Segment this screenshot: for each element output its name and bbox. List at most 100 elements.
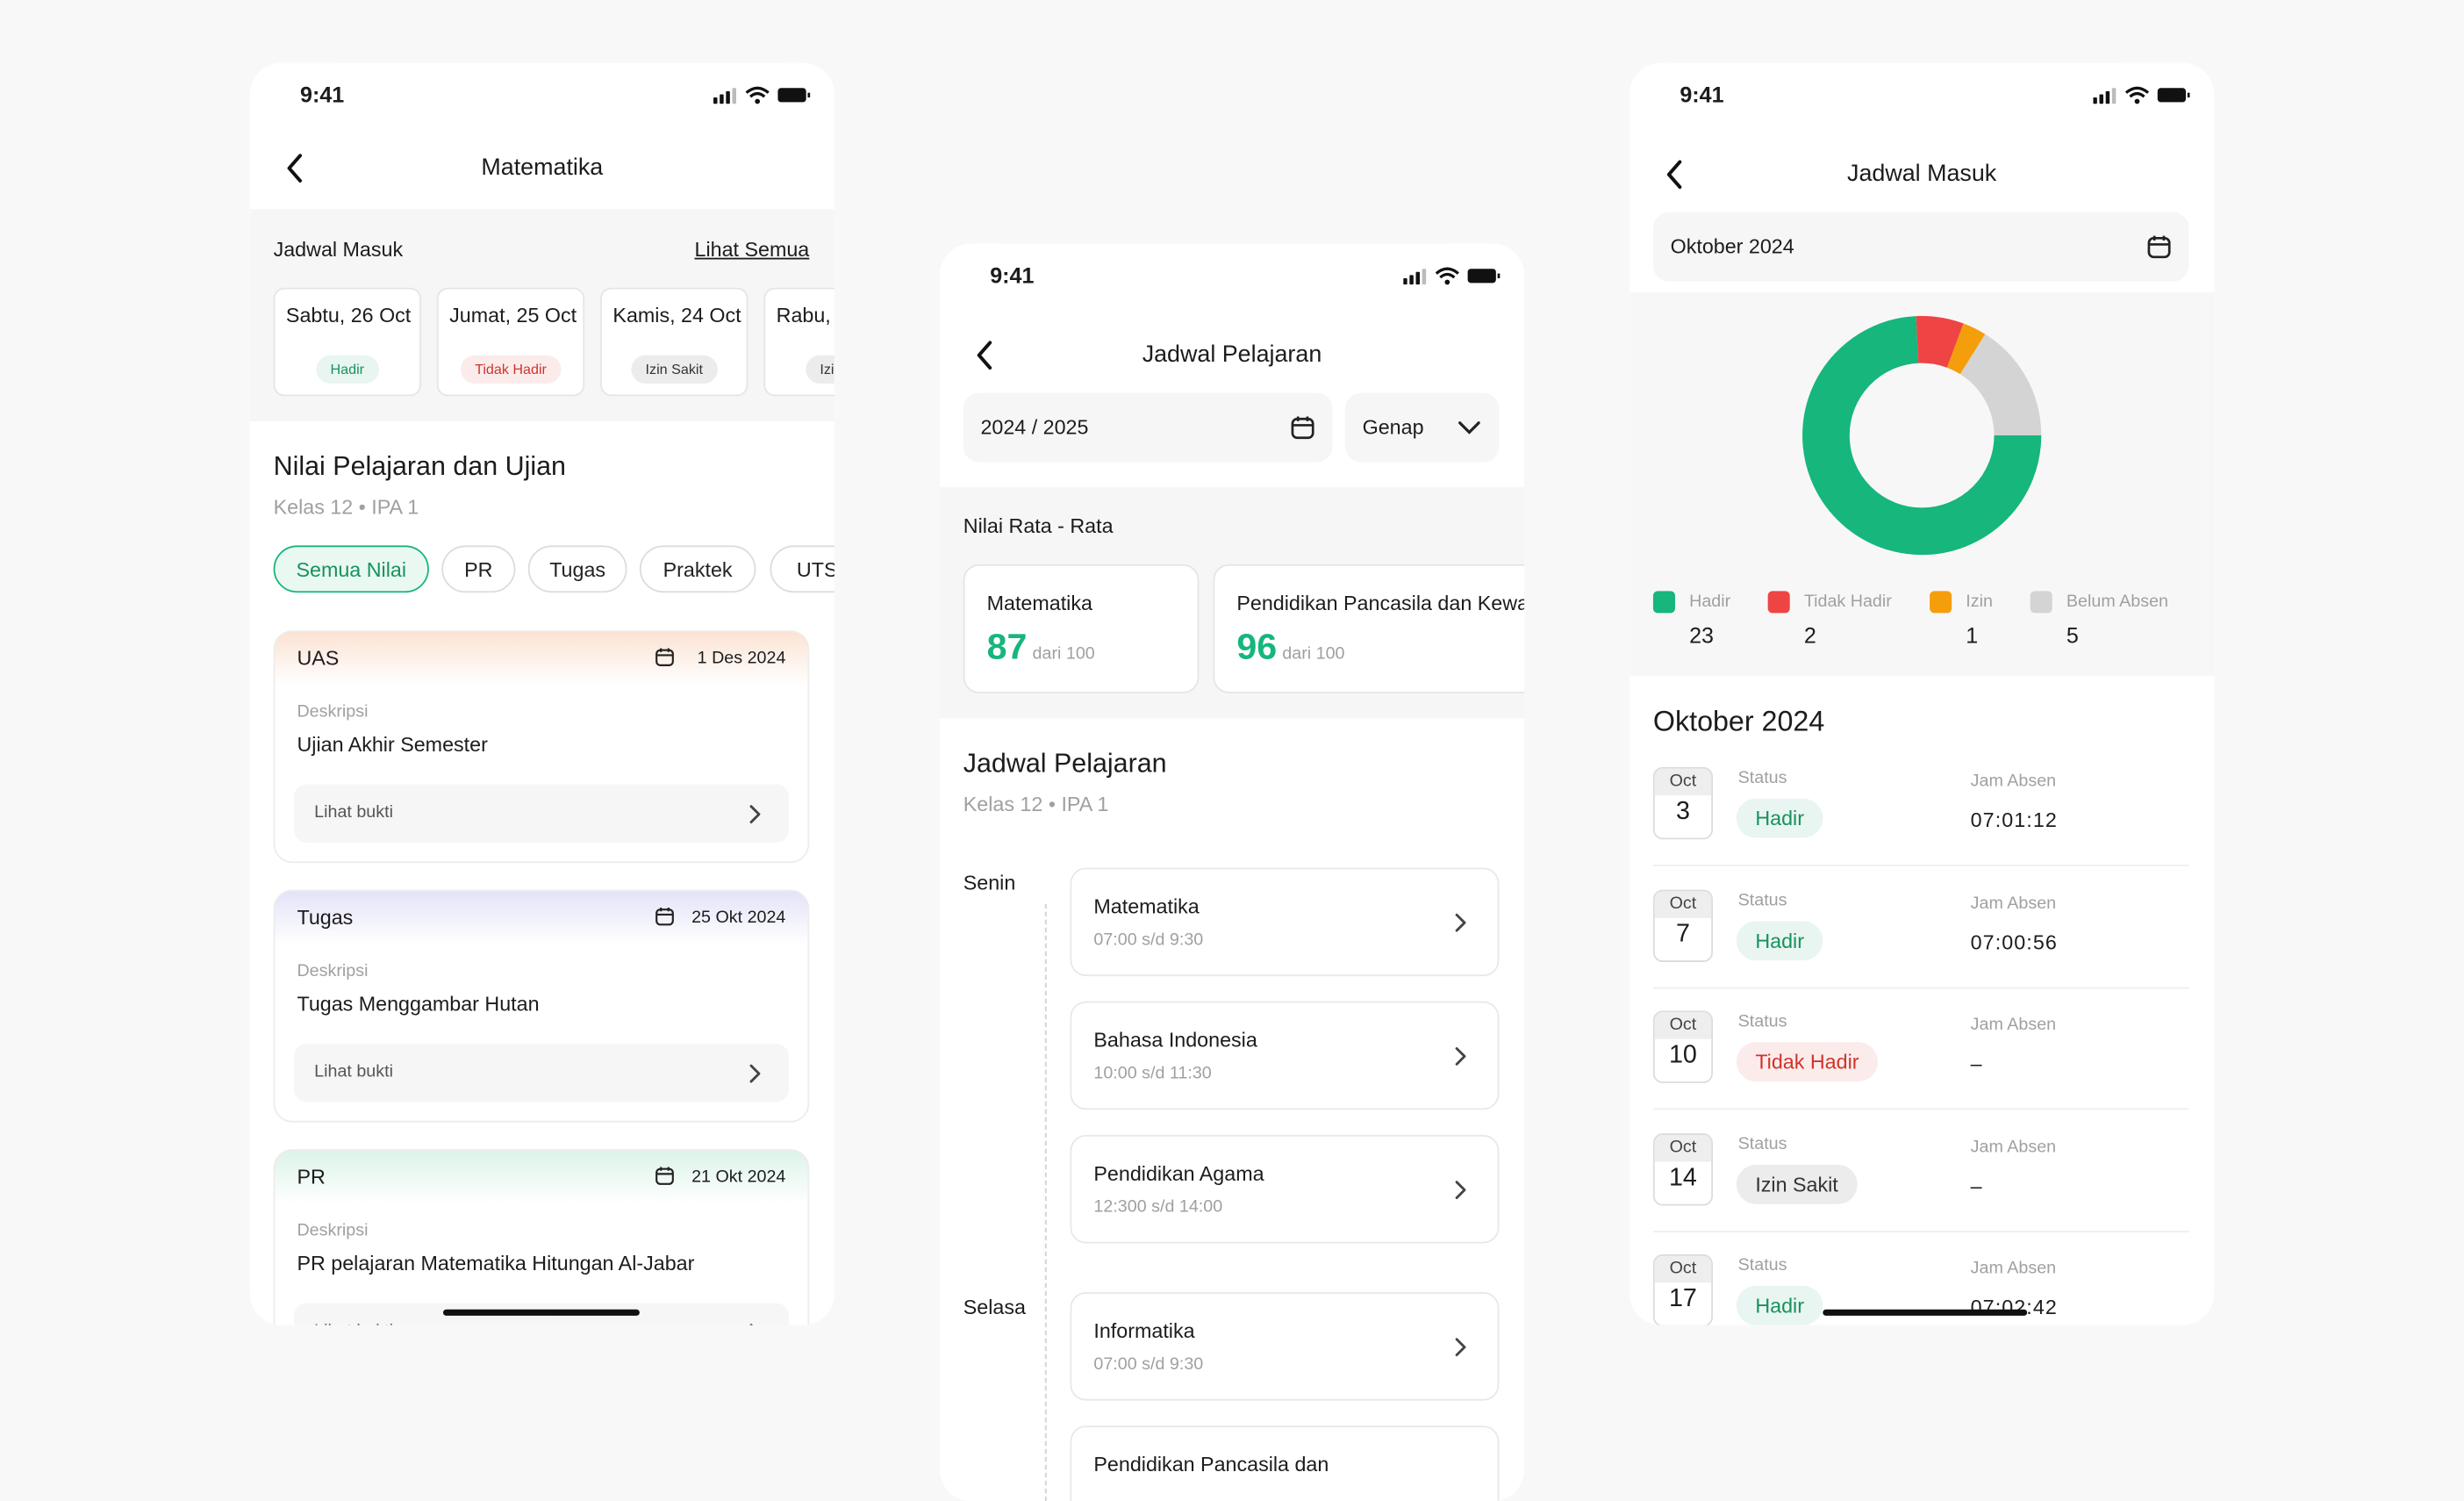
grade-score: 87 bbox=[986, 625, 1028, 667]
proof-button[interactable]: Lihat bukti bbox=[293, 1044, 789, 1102]
lesson-card[interactable]: Matematika 07:00 s/d 9:30 bbox=[1070, 867, 1500, 977]
back-button[interactable] bbox=[284, 153, 306, 184]
status-time: 9:41 bbox=[990, 262, 1035, 288]
status-label: Status bbox=[1737, 1012, 1787, 1031]
day-card[interactable]: Rabu, 2 Izin S bbox=[763, 287, 834, 397]
card-date: 25 Okt 2024 bbox=[691, 908, 786, 928]
date-day: 10 bbox=[1668, 1042, 1697, 1069]
filter-chip[interactable]: UTS bbox=[770, 545, 834, 593]
chevron bbox=[1455, 1338, 1466, 1357]
day-card[interactable]: Kamis, 24 Oct Izin Sakit bbox=[600, 287, 749, 397]
row-divider bbox=[1652, 1108, 2189, 1110]
lesson-time: 12:300 s/d 14:00 bbox=[1093, 1197, 1223, 1217]
desc-text: Tugas Menggambar Hutan bbox=[297, 991, 540, 1016]
lesson-name: Bahasa Indonesia bbox=[1093, 1028, 1257, 1052]
proof-button[interactable]: Lihat bukti bbox=[293, 784, 789, 843]
back-button[interactable] bbox=[974, 340, 996, 371]
lesson-card[interactable]: Informatika 07:00 s/d 9:30 bbox=[1070, 1292, 1500, 1401]
date-box: Oct 3 bbox=[1652, 766, 1713, 840]
day-status: Hadir bbox=[316, 355, 379, 384]
schedule-subtitle: Kelas 12 • IPA 1 bbox=[963, 792, 1109, 816]
grade-card: Tugas 25 Okt 2024 Deskripsi Tugas Menggamba… bbox=[273, 889, 810, 1123]
chevron bbox=[1455, 913, 1466, 932]
day-date: Jumat, 25 Oct bbox=[449, 303, 577, 327]
home-indicator bbox=[1823, 1309, 2028, 1316]
time-value: 07:00:56 bbox=[1970, 930, 2058, 954]
date-box: Oct 17 bbox=[1652, 1254, 1713, 1325]
average-label: Nilai Rata - Rata bbox=[963, 514, 1114, 538]
year-value: 2024 / 2025 bbox=[980, 414, 1089, 439]
date-month: Oct bbox=[1654, 890, 1712, 917]
desc-label: Deskripsi bbox=[297, 961, 369, 981]
schedule-link[interactable]: Lihat Semua bbox=[694, 237, 810, 262]
proof-label: Lihat bukti bbox=[314, 1322, 393, 1325]
day-label: Senin bbox=[963, 871, 1016, 894]
donut-chart bbox=[1802, 315, 2042, 556]
day-date: Sabtu, 26 Oct bbox=[285, 303, 412, 327]
row-divider bbox=[1652, 864, 2189, 866]
date-month: Oct bbox=[1654, 1012, 1712, 1039]
time-label: Jam Absen bbox=[1970, 1259, 2057, 1278]
chevron bbox=[749, 805, 761, 824]
date-month: Oct bbox=[1654, 768, 1712, 796]
day-card[interactable]: Sabtu, 26 Oct Hadir bbox=[273, 287, 421, 397]
grade-of: dari 100 bbox=[1282, 644, 1345, 664]
legend-swatch bbox=[1930, 591, 1952, 614]
status-icons bbox=[713, 86, 811, 104]
grade-card: Pendidikan Pancasila dan Kewa 96 dari 100 bbox=[1213, 564, 1525, 693]
day-date: Rabu, 2 bbox=[776, 303, 834, 327]
schedule-label: Jadwal Masuk bbox=[273, 237, 404, 262]
month-field[interactable]: Oktober 2024 bbox=[1652, 212, 2189, 282]
chevron bbox=[749, 1064, 761, 1083]
status-icons bbox=[1403, 267, 1501, 285]
grade-card: Matematika 87 dari 100 bbox=[963, 564, 1200, 693]
filter-chip[interactable]: Praktek bbox=[639, 545, 756, 593]
back-button[interactable] bbox=[1664, 159, 1686, 190]
semester-value: Genap bbox=[1362, 414, 1424, 439]
section-title: Nilai Pelajaran dan Ujian bbox=[273, 450, 566, 481]
legend-count: 2 bbox=[1803, 622, 1816, 648]
date-box: Oct 10 bbox=[1652, 1010, 1713, 1083]
donut-segment bbox=[1802, 315, 2042, 556]
day-date: Kamis, 24 Oct bbox=[612, 303, 741, 327]
card-type: PR bbox=[297, 1164, 326, 1189]
donut-segment bbox=[1802, 315, 2042, 556]
legend-label: Hadir bbox=[1689, 592, 1731, 612]
calendar-icon bbox=[655, 648, 674, 666]
lesson-card[interactable]: Pendidikan Pancasila dan bbox=[1070, 1426, 1500, 1501]
status-time: 9:41 bbox=[300, 82, 345, 107]
semester-field[interactable]: Genap bbox=[1344, 392, 1500, 463]
day-status: Izin S bbox=[806, 355, 834, 384]
filter-chip[interactable]: Semua Nilai bbox=[273, 545, 429, 593]
filter-chip[interactable]: PR bbox=[441, 545, 516, 593]
proof-label: Lihat bukti bbox=[314, 803, 393, 822]
legend-count: 5 bbox=[2066, 622, 2079, 648]
proof-label: Lihat bukti bbox=[314, 1062, 393, 1082]
filter-chip[interactable]: Tugas bbox=[527, 545, 627, 593]
year-field[interactable]: 2024 / 2025 bbox=[963, 392, 1333, 463]
status-pill: Hadir bbox=[1736, 798, 1823, 838]
lesson-card[interactable]: Pendidikan Agama 12:300 s/d 14:00 bbox=[1070, 1134, 1500, 1244]
desc-text: PR pelajaran Matematika Hitungan Al-Jaba… bbox=[297, 1251, 695, 1275]
legend-swatch bbox=[2030, 591, 2052, 614]
month-value: Oktober 2024 bbox=[1670, 233, 1794, 258]
lesson-name: Pendidikan Pancasila dan bbox=[1093, 1452, 1329, 1476]
status-pill: Hadir bbox=[1736, 1285, 1823, 1325]
calendar-icon bbox=[655, 1167, 674, 1185]
status-pill: Izin Sakit bbox=[1736, 1164, 1858, 1203]
lesson-time: 07:00 s/d 9:30 bbox=[1093, 930, 1204, 950]
status-pill: Hadir bbox=[1736, 920, 1823, 960]
section-subtitle: Kelas 12 • IPA 1 bbox=[273, 495, 419, 519]
screen-title: Jadwal Masuk bbox=[1847, 160, 1997, 188]
day-card[interactable]: Jumat, 25 Oct Tidak Hadir bbox=[436, 287, 585, 397]
day-status: Izin Sakit bbox=[631, 355, 718, 384]
legend-swatch bbox=[1767, 591, 1790, 614]
lesson-card[interactable]: Bahasa Indonesia 10:00 s/d 11:30 bbox=[1070, 1001, 1500, 1110]
grade-card: UAS 1 Des 2024 Deskripsi Ujian Akhir Semest… bbox=[273, 630, 810, 864]
date-day: 17 bbox=[1668, 1285, 1697, 1313]
date-month: Oct bbox=[1654, 1255, 1712, 1283]
calendar-icon bbox=[1291, 416, 1314, 440]
grade-subject: Pendidikan Pancasila dan Kewa bbox=[1236, 591, 1525, 615]
screen-title: Matematika bbox=[481, 154, 604, 181]
desc-label: Deskripsi bbox=[297, 1221, 369, 1240]
